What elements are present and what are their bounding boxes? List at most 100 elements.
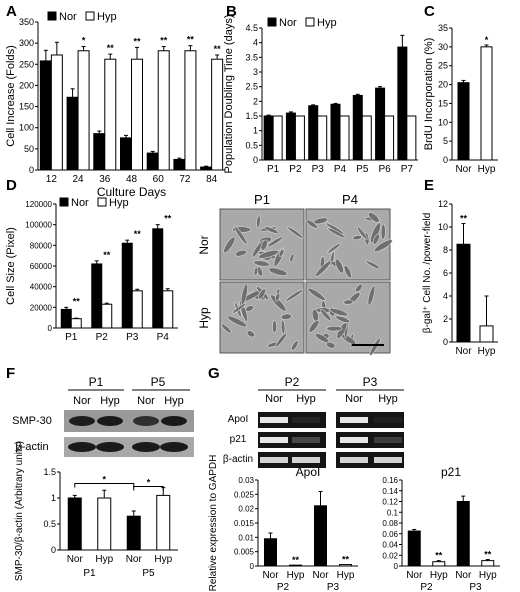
panel-letter-g: G bbox=[208, 365, 220, 382]
significance-label: ** bbox=[292, 555, 300, 565]
x-tick-label: Hyp bbox=[337, 570, 355, 581]
panel-letter-b: B bbox=[226, 3, 237, 20]
cell-shape bbox=[352, 234, 363, 241]
cell-shape bbox=[256, 215, 261, 228]
y-tick-label: 1.5 bbox=[43, 467, 56, 477]
blot-band bbox=[160, 442, 188, 452]
cell-shape bbox=[267, 236, 284, 248]
y-axis-label: BrdU Incorporation (%) bbox=[423, 38, 435, 151]
significance-label: * bbox=[147, 478, 151, 488]
bar bbox=[479, 325, 494, 343]
cell-shape bbox=[291, 340, 299, 351]
legend-swatch bbox=[305, 17, 315, 27]
bar bbox=[308, 105, 319, 161]
micrograph-row-hyp: Hyp bbox=[197, 307, 211, 329]
blot-band bbox=[96, 442, 124, 452]
cell-shape bbox=[245, 305, 254, 312]
significance-label: ** bbox=[103, 250, 111, 260]
bar bbox=[352, 94, 363, 161]
x-tick-label: Nor bbox=[455, 164, 472, 175]
blot-band bbox=[133, 416, 159, 426]
cell-shape bbox=[272, 320, 277, 334]
x-tick-label: Hyp bbox=[478, 164, 496, 175]
gel-band bbox=[260, 457, 288, 463]
x-tick-label: P1 bbox=[267, 164, 280, 175]
bar bbox=[211, 58, 224, 171]
bar bbox=[39, 60, 52, 171]
panel-letter-c: C bbox=[424, 3, 435, 20]
cell-shape bbox=[327, 242, 341, 254]
y-axis-label: β-gal⁺ Cell No. /power-field bbox=[422, 213, 433, 334]
group-label: P3 bbox=[469, 582, 482, 592]
group-label: P1 bbox=[83, 568, 96, 579]
bar bbox=[156, 494, 171, 551]
cell-shape bbox=[268, 267, 288, 276]
bar bbox=[285, 112, 296, 161]
cell-shape bbox=[343, 299, 354, 305]
y-tick-label: 350 bbox=[19, 17, 34, 27]
micrograph-image bbox=[305, 281, 391, 356]
x-tick-label: Nor bbox=[406, 570, 423, 581]
cell-shape bbox=[314, 260, 332, 277]
y-tick-label: 15 bbox=[438, 98, 448, 108]
bar bbox=[126, 515, 141, 551]
x-tick-label: 72 bbox=[179, 174, 191, 185]
panel-letter-a: A bbox=[6, 3, 17, 20]
y-tick-label: 8 bbox=[443, 245, 448, 255]
x-tick-label: P4 bbox=[334, 164, 347, 175]
blot-strip bbox=[64, 410, 194, 432]
y-tick-label: 0.1 bbox=[387, 508, 399, 517]
cell-shape bbox=[258, 249, 279, 259]
y-tick-label: 0 bbox=[394, 562, 399, 571]
y-tick-label: 0.005 bbox=[234, 548, 255, 557]
gel-band bbox=[340, 417, 368, 423]
significance-label: ** bbox=[164, 214, 172, 224]
legend-label: Hyp bbox=[97, 11, 117, 23]
significance-label: ** bbox=[484, 550, 492, 560]
bar bbox=[361, 115, 372, 161]
bar bbox=[104, 58, 117, 171]
cell-shape bbox=[307, 287, 326, 301]
x-tick-label: 84 bbox=[206, 174, 218, 185]
chart-title: p21 bbox=[441, 465, 461, 479]
cell-shape bbox=[329, 308, 348, 317]
significance-label: * bbox=[485, 35, 489, 45]
y-tick-label: 100 bbox=[19, 123, 34, 133]
bar bbox=[93, 133, 106, 171]
bar bbox=[157, 50, 170, 171]
x-tick-label: P3 bbox=[312, 164, 325, 175]
lane-label: Nor bbox=[345, 393, 363, 405]
gel-strip bbox=[336, 452, 404, 468]
y-tick-label: 0 bbox=[51, 545, 56, 555]
y-tick-label: 0 bbox=[443, 155, 448, 165]
x-tick-label: 48 bbox=[126, 174, 138, 185]
significance-bracket bbox=[133, 486, 164, 491]
y-tick-label: 0 bbox=[48, 324, 53, 333]
gel-strip bbox=[258, 412, 326, 428]
y-tick-label: 0.5 bbox=[245, 140, 258, 150]
significance-label: * bbox=[102, 474, 106, 484]
x-tick-label: Hyp bbox=[95, 554, 113, 565]
significance-label: ** bbox=[187, 35, 195, 45]
cell-shape bbox=[334, 258, 344, 274]
panel-letter-f: F bbox=[6, 365, 15, 382]
lane-label: Hyp bbox=[100, 395, 120, 407]
cell-shape bbox=[355, 283, 363, 293]
bar bbox=[339, 115, 350, 161]
cell-shape bbox=[275, 332, 288, 348]
y-tick-label: 60000 bbox=[30, 262, 53, 271]
bar bbox=[120, 137, 132, 171]
y-tick-label: 80000 bbox=[30, 241, 53, 250]
y-tick-label: 30 bbox=[438, 42, 448, 52]
cell-shape bbox=[335, 315, 351, 324]
y-axis-label: Cell Increase (Folds) bbox=[5, 45, 17, 146]
bar bbox=[375, 87, 386, 161]
significance-label: * bbox=[82, 36, 86, 46]
lane-label: Hyp bbox=[378, 393, 398, 405]
chart-a: 0 50 100 150 200 250 300 350 Cell Increase (Fold… bbox=[5, 11, 225, 199]
blot-group-label: P3 bbox=[363, 375, 378, 389]
cell-shape bbox=[343, 265, 352, 279]
gel-band bbox=[374, 437, 402, 443]
bar bbox=[406, 115, 417, 161]
significance-label: ** bbox=[160, 36, 168, 46]
